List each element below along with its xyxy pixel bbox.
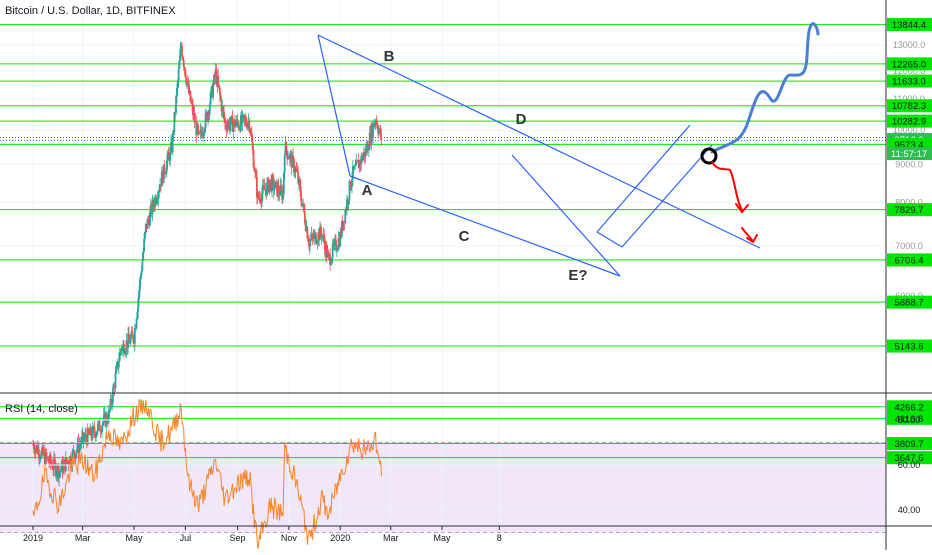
time-tick-label: Jul <box>180 533 192 543</box>
time-tick-label: Mar <box>383 533 399 543</box>
time-tick-label: 8 <box>497 533 502 543</box>
candle-body <box>212 85 214 97</box>
candle-body <box>179 61 181 69</box>
time-tick-label: May <box>434 533 452 543</box>
chart-title: Bitcoin / U.S. Dollar, 1D, BITFINEX <box>5 5 176 17</box>
countdown-label: 11:57:17 <box>891 149 927 160</box>
level-price-label: 13844.4 <box>892 20 926 31</box>
candle-body <box>217 76 219 85</box>
level-price-label: 5888.7 <box>894 298 923 309</box>
time-tick-label: Sep <box>230 533 246 543</box>
candle-body <box>134 328 136 344</box>
candle-body <box>181 46 183 57</box>
time-tick-label: 2019 <box>23 533 43 543</box>
wave-label-e-q: E? <box>568 267 587 284</box>
price-tick-label: 7000.0 <box>895 241 923 251</box>
wave-label-b: B <box>384 48 395 65</box>
level-price-label: 10782.3 <box>892 101 926 112</box>
candle-body <box>285 142 287 151</box>
rsi-tick-label: 60.00 <box>898 460 921 470</box>
level-price-label: 10282.9 <box>892 117 926 128</box>
candle-body <box>301 197 303 205</box>
candle-body <box>274 188 276 190</box>
rsi-tick-label: 40.00 <box>898 505 921 515</box>
time-tick-label: Nov <box>281 533 298 543</box>
candle-body <box>354 165 356 166</box>
candle-body <box>230 117 232 124</box>
level-price-label: 11633.0 <box>892 77 926 88</box>
level-price-label: 6706.4 <box>894 255 923 266</box>
candle-body <box>183 60 185 67</box>
price-tick-label: 13000.0 <box>893 40 926 50</box>
time-tick-label: May <box>125 533 143 543</box>
candle-body <box>197 125 199 132</box>
level-price-label: 12265.0 <box>892 59 926 70</box>
time-tick-label: Mar <box>75 533 91 543</box>
candle-body <box>284 155 286 173</box>
time-tick-label: 2020 <box>330 533 350 543</box>
level-price-label: 4266.2 <box>894 402 923 413</box>
wave-label-c: C <box>459 228 470 245</box>
level-price-label: 3809.7 <box>894 439 923 450</box>
candle-body <box>178 69 180 81</box>
candle-body <box>73 450 75 455</box>
candle-body <box>115 373 117 388</box>
candle-body <box>118 361 120 367</box>
candle-body <box>95 434 97 438</box>
rsi-tick-label: 80.00 <box>898 415 921 425</box>
price-tick-label: 9000.0 <box>895 159 923 169</box>
candle-body <box>209 104 211 114</box>
candle-body <box>136 319 138 328</box>
rsi-band <box>0 443 886 533</box>
level-price-label: 5143.6 <box>894 342 923 353</box>
wave-label-a: A <box>362 182 373 199</box>
candle-body <box>381 137 383 139</box>
candle-body <box>169 148 171 161</box>
candle-body <box>112 388 114 403</box>
level-price-label: 7829.7 <box>894 205 923 216</box>
rsi-title: RSI (14, close) <box>5 403 78 415</box>
candle-body <box>248 121 250 129</box>
wave-label-d: D <box>516 111 527 128</box>
